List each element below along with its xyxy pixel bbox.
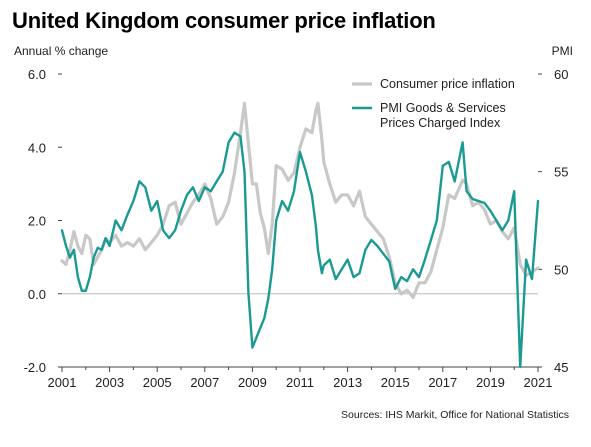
x-tick-label: 2011: [286, 375, 314, 390]
left-tick-label: 2.0: [28, 214, 46, 229]
x-tick-label: 2009: [238, 375, 267, 390]
legend-label: Prices Charged Index: [380, 116, 501, 130]
series-line-pmi: [60, 131, 540, 369]
x-tick-label: 2015: [381, 375, 410, 390]
right-tick-label: 55: [554, 165, 568, 180]
x-tick-label: 2003: [95, 375, 124, 390]
left-tick-label: 4.0: [28, 140, 46, 155]
x-tick-label: 2013: [333, 375, 362, 390]
x-tick-label: 2021: [524, 375, 553, 390]
x-tick-label: 2017: [428, 375, 457, 390]
x-tick-label: 2019: [476, 375, 505, 390]
left-tick-label: -2.0: [24, 360, 46, 375]
right-tick-label: 45: [554, 360, 568, 375]
right-tick-label: 50: [554, 262, 568, 277]
right-axis-label: PMI: [551, 44, 573, 58]
series-line-cpi: [60, 101, 540, 299]
x-tick-label: 2007: [190, 375, 219, 390]
legend-label: Consumer price inflation: [380, 77, 515, 91]
source-note: Sources: IHS Markit, Office for National…: [341, 409, 569, 421]
left-tick-label: 0.0: [28, 287, 46, 302]
x-tick-label: 2001: [48, 375, 77, 390]
legend-label: PMI Goods & Services: [380, 101, 506, 115]
right-tick-label: 60: [554, 67, 568, 82]
left-axis-label: Annual % change: [14, 44, 109, 58]
left-tick-label: 6.0: [28, 67, 46, 82]
x-tick-label: 2005: [143, 375, 172, 390]
chart-title: United Kingdom consumer price inflation: [12, 8, 436, 33]
